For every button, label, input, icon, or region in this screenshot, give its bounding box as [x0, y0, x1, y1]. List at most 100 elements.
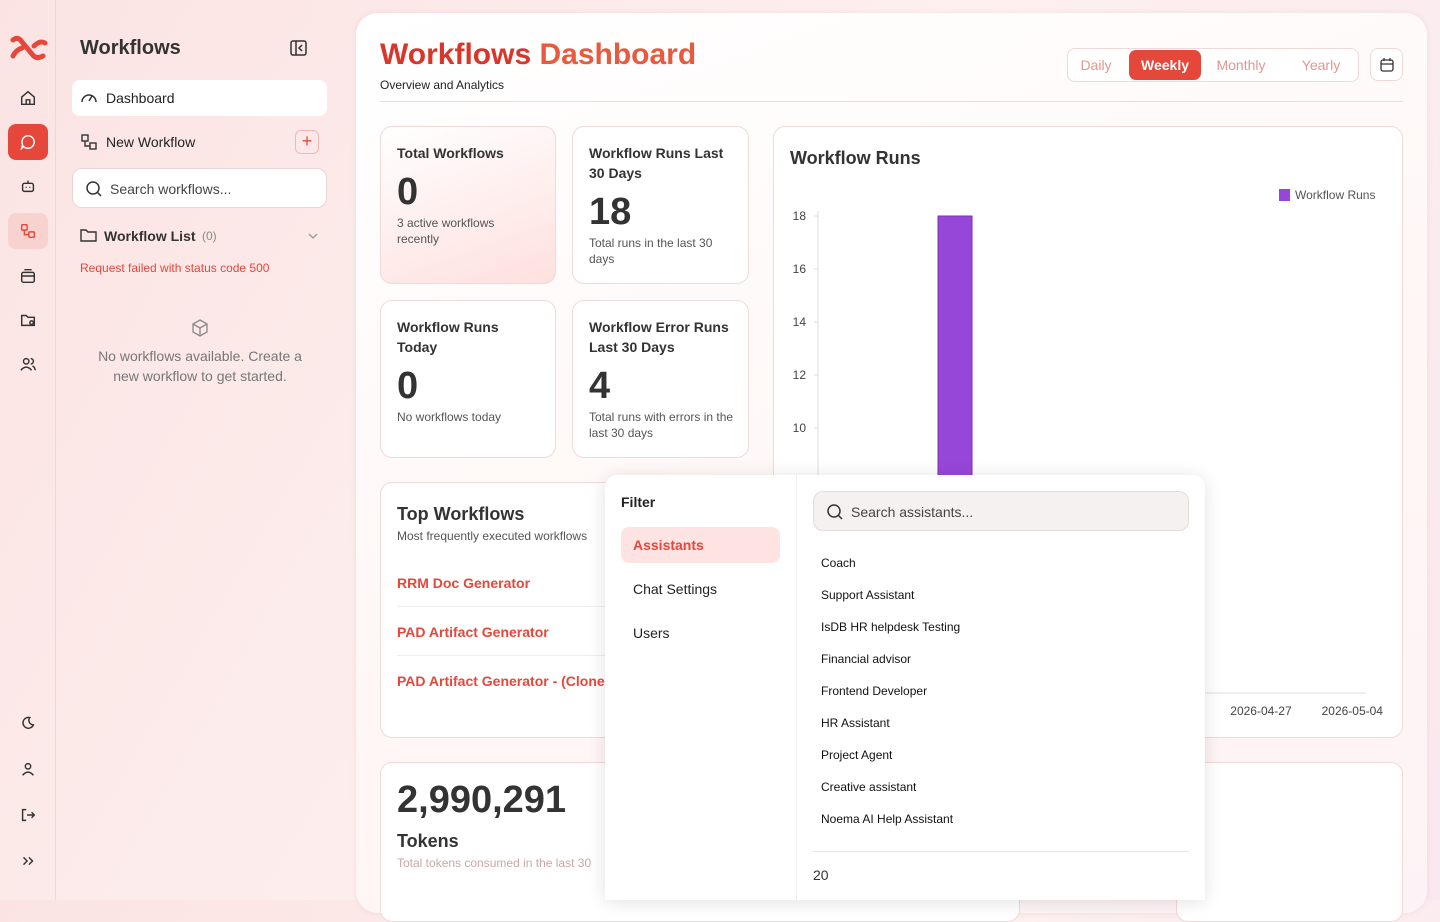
legend-swatch	[1279, 189, 1290, 201]
assistant-option[interactable]: Frontend Developer	[821, 684, 928, 698]
row-divider	[397, 655, 627, 656]
footer-divider	[813, 851, 1189, 852]
assistant-option[interactable]: Coach	[821, 556, 856, 570]
chat-button[interactable]	[8, 124, 48, 160]
stat-value: 0	[397, 171, 419, 213]
error-message: Request failed with status code 500	[80, 261, 270, 275]
assistant-option[interactable]: Financial advisor	[821, 652, 912, 666]
workflow-icon	[81, 134, 97, 150]
side-card	[1176, 762, 1403, 922]
workflows-button[interactable]	[8, 213, 48, 249]
filter-popover: Filter Search assistants... 20 Assistant…	[605, 475, 1205, 900]
calendar-button[interactable]	[1370, 48, 1403, 81]
page-subtitle: Overview and Analytics	[380, 78, 505, 92]
y-tick-label: 18	[793, 209, 807, 223]
assistant-option[interactable]: Noema AI Help Assistant	[821, 812, 954, 826]
stat-card: Workflow Runs Last 30 Days 18 Total runs…	[572, 126, 749, 284]
x-tick-label: 2026-04-27	[1230, 704, 1292, 718]
nav-label: Dashboard	[106, 90, 175, 106]
calendar-icon	[1380, 58, 1394, 72]
tokens-value: 2,990,291	[397, 779, 567, 821]
tokens-label: Tokens	[397, 831, 459, 851]
stat-value: 0	[397, 365, 419, 407]
folder-icon	[80, 229, 97, 242]
stat-note: No workflows today	[397, 410, 502, 424]
stat-label: Workflow Error Runs Last 30 Days	[589, 319, 729, 355]
theme-button[interactable]	[8, 705, 48, 741]
nav-dashboard[interactable]: Dashboard	[72, 80, 327, 116]
search-icon	[86, 181, 102, 197]
assistants-button[interactable]	[8, 168, 48, 204]
filter-title: Filter	[621, 494, 656, 510]
card-title: Top Workflows	[397, 504, 525, 524]
footer-count: 20	[813, 867, 829, 883]
assistant-option[interactable]: HR Assistant	[821, 716, 890, 730]
files-button[interactable]	[8, 302, 48, 338]
y-tick-label: 12	[793, 368, 807, 382]
filter-tab[interactable]: Users	[633, 625, 670, 641]
divider	[380, 101, 1403, 102]
filter-tab[interactable]: Chat Settings	[633, 581, 718, 597]
title-part: Workflows	[380, 38, 532, 71]
assistant-option[interactable]: Support Assistant	[821, 588, 915, 602]
stat-card: Workflow Runs Today 0 No workflows today	[380, 300, 556, 458]
workflow-link[interactable]: RRM Doc Generator	[397, 575, 531, 591]
y-tick-label: 14	[793, 315, 807, 329]
assistant-search[interactable]: Search assistants...	[813, 491, 1189, 531]
period-frame	[1067, 48, 1359, 82]
row-divider	[397, 606, 627, 607]
list-count: (0)	[202, 229, 217, 243]
stat-card: Total Workflows 0 3 active workflows rec…	[380, 126, 556, 284]
assistant-option[interactable]: Project Agent	[821, 748, 893, 762]
page-title: Workflows Dashboard	[380, 38, 696, 72]
stat-label: Workflow Runs Last 30 Days	[589, 145, 724, 181]
users-button[interactable]	[8, 346, 48, 382]
workflow-search[interactable]: Search workflows...	[72, 168, 327, 208]
expand-button[interactable]	[8, 843, 48, 879]
home-button[interactable]	[8, 80, 48, 116]
title-part: Dashboard	[539, 38, 697, 71]
stat-label: Workflow Runs Today	[397, 319, 499, 355]
period-option[interactable]: Daily	[1080, 56, 1112, 73]
tokens-note: Total tokens consumed in the last 30	[397, 856, 592, 870]
workflow-link[interactable]: PAD Artifact Generator - (Clone	[397, 673, 605, 689]
nav-new-workflow[interactable]: New Workflow +	[72, 124, 327, 160]
filter-tab[interactable]: Assistants	[621, 527, 780, 563]
logout-button[interactable]	[8, 797, 48, 833]
chevron[interactable]	[307, 231, 319, 241]
stat-note: 3 active workflows recently	[397, 216, 495, 246]
list-title[interactable]: Workflow List	[104, 228, 196, 244]
stat-value: 18	[589, 191, 632, 233]
y-tick-label: 10	[793, 421, 807, 435]
stat-note: Total runs in the last 30 days	[589, 236, 713, 266]
search-icon	[827, 504, 843, 520]
period-option[interactable]: Yearly	[1301, 56, 1341, 73]
collapse-button[interactable]	[289, 39, 309, 57]
period-selector: Daily Weekly Monthly Yearly	[1067, 13, 1359, 113]
period-option[interactable]: Monthly	[1216, 56, 1266, 73]
workflow-link[interactable]: PAD Artifact Generator	[397, 624, 549, 640]
icon-rail	[0, 0, 56, 900]
search-placeholder: Search assistants...	[851, 504, 974, 520]
chart-title: Workflow Runs	[790, 148, 921, 168]
dashboard-icon	[81, 94, 97, 103]
add-workflow-button[interactable]: +	[295, 130, 319, 154]
search-placeholder: Search workflows...	[110, 181, 232, 197]
box-icon	[192, 319, 208, 337]
period-option[interactable]: Weekly	[1129, 50, 1201, 80]
nav-label: New Workflow	[106, 134, 196, 150]
y-tick-label: 16	[793, 262, 807, 276]
assistant-option[interactable]: IsDB HR helpdesk Testing	[821, 620, 961, 634]
sidebar: Workflows Dashboard New Workflow + Searc…	[56, 0, 356, 900]
profile-button[interactable]	[8, 751, 48, 787]
legend-label[interactable]: Workflow Runs	[1295, 188, 1375, 202]
stat-card: Workflow Error Runs Last 30 Days 4 Total…	[572, 300, 749, 458]
empty-message: No workflows available. Create a new wor…	[98, 348, 302, 384]
assistant-option[interactable]: Creative assistant	[821, 780, 917, 794]
sidebar-title: Workflows	[80, 37, 181, 59]
stat-label: Total Workflows	[397, 145, 504, 161]
stat-value: 4	[589, 365, 611, 407]
store-button[interactable]	[8, 258, 48, 294]
logo	[10, 35, 48, 61]
